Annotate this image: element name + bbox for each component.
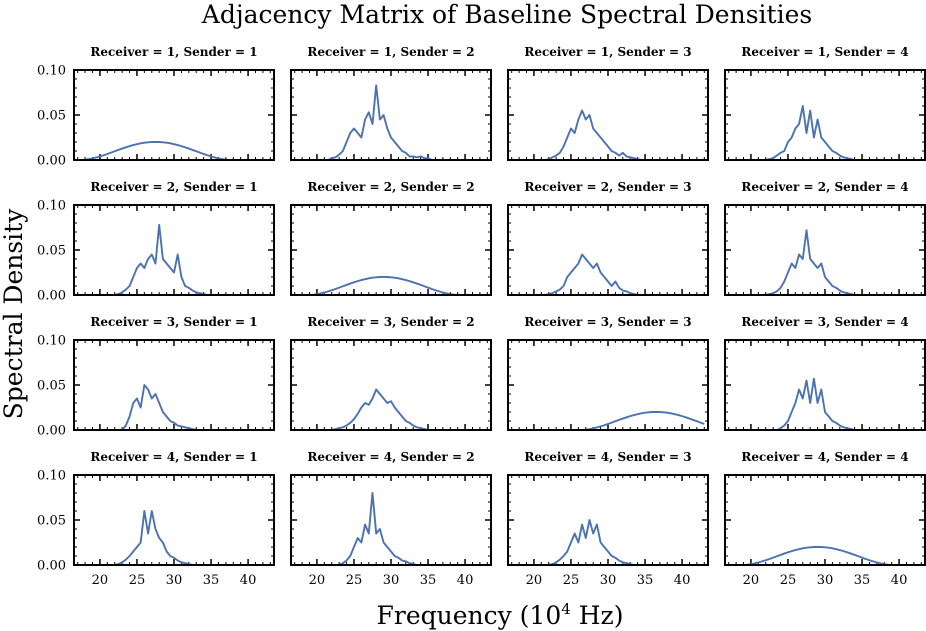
x-tick-label: 40: [891, 573, 908, 588]
panel-title: Receiver = 1, Sender = 2: [307, 45, 474, 59]
panel-frame: [724, 339, 926, 431]
x-tick-label: 30: [383, 573, 400, 588]
chart-title: Adjacency Matrix of Baseline Spectral De…: [201, 0, 812, 29]
y-tick-label: 0.10: [37, 199, 66, 214]
panel-2-1: Receiver = 2, Sender = 1 0.00 0.05 0.10: [37, 180, 275, 304]
spectral-density-line: [511, 519, 705, 566]
panel-4-4: Receiver = 4, Sender = 4 20 25 30 35 40: [724, 450, 926, 588]
panel-frame: [724, 474, 926, 566]
panel-title: Receiver = 3, Sender = 2: [307, 315, 474, 329]
panel-title: Receiver = 4, Sender = 3: [524, 450, 691, 464]
panel-frame: [507, 69, 709, 161]
x-tick-label: 30: [600, 573, 617, 588]
spectral-density-line: [77, 510, 271, 566]
panel-frame: [290, 474, 492, 566]
panel-frame: [73, 474, 275, 566]
x-tick-label: 25: [780, 573, 797, 588]
panel-4-3: Receiver = 4, Sender = 3 20 25 30 35 40: [507, 450, 709, 588]
panel-title: Receiver = 1, Sender = 4: [741, 45, 908, 59]
x-tick-label: 35: [637, 573, 654, 588]
spectral-density-line: [294, 84, 488, 161]
panel-frame: [73, 339, 275, 431]
panel-title: Receiver = 4, Sender = 1: [90, 450, 257, 464]
panel-title: Receiver = 4, Sender = 4: [741, 450, 908, 464]
y-tick-label: 0.05: [37, 379, 66, 394]
panel-title: Receiver = 2, Sender = 3: [524, 180, 691, 194]
panel-frame: [507, 204, 709, 296]
panel-3-1: Receiver = 3, Sender = 1 0.00 0.05 0.10: [37, 315, 275, 439]
x-tick-label: 25: [129, 573, 146, 588]
panel-title: Receiver = 4, Sender = 2: [307, 450, 474, 464]
x-tick-label: 20: [743, 573, 760, 588]
y-tick-label: 0.10: [37, 334, 66, 349]
panel-frame: [507, 474, 709, 566]
spectral-density-line: [511, 253, 705, 296]
panel-grid: Receiver = 1, Sender = 10.000.050.10Rece…: [37, 45, 926, 588]
panel-frame: [73, 69, 275, 161]
y-tick-label: 0.10: [37, 64, 66, 79]
y-tick-label: 0.00: [37, 424, 66, 439]
x-tick-label: 30: [166, 573, 183, 588]
panel-3-2: Receiver = 3, Sender = 2: [290, 315, 492, 431]
panel-title: Receiver = 2, Sender = 4: [741, 180, 908, 194]
x-tick-label: 40: [240, 573, 257, 588]
y-tick-label: 0.05: [37, 109, 66, 124]
y-tick-label: 0.05: [37, 244, 66, 259]
x-tick-label: 40: [457, 573, 474, 588]
x-tick-label: 40: [674, 573, 691, 588]
y-tick-label: 0.10: [37, 469, 66, 484]
panel-frame: [290, 204, 492, 296]
panel-2-2: Receiver = 2, Sender = 2: [290, 180, 492, 296]
y-tick-label: 0.00: [37, 559, 66, 574]
panel-3-4: Receiver = 3, Sender = 4: [724, 315, 926, 431]
panel-frame: [724, 69, 926, 161]
panel-2-3: Receiver = 2, Sender = 3: [507, 180, 709, 296]
panel-frame: [507, 339, 709, 431]
panel-frame: [290, 339, 492, 431]
panel-title: Receiver = 3, Sender = 1: [90, 315, 257, 329]
spectral-density-line: [511, 109, 705, 161]
panel-1-2: Receiver = 1, Sender = 2: [290, 45, 492, 161]
spectral-density-line: [728, 377, 922, 431]
panel-title: Receiver = 1, Sender = 1: [90, 45, 257, 59]
x-tick-label: 25: [346, 573, 363, 588]
spectral-density-line: [294, 492, 488, 566]
x-axis-label: Frequency (104 Hz): [377, 600, 624, 630]
spectral-density-line: [728, 229, 922, 296]
spectral-density-line: [77, 384, 271, 431]
panel-frame: [724, 204, 926, 296]
y-tick-label: 0.00: [37, 154, 66, 169]
panel-title: Receiver = 2, Sender = 1: [90, 180, 257, 194]
y-axis-label: Spectral Density: [0, 208, 28, 420]
panel-3-3: Receiver = 3, Sender = 3: [507, 315, 709, 431]
panel-4-2: Receiver = 4, Sender = 2 20 25 30 35 40: [290, 450, 492, 588]
panel-title: Receiver = 1, Sender = 3: [524, 45, 691, 59]
panel-frame: [290, 69, 492, 161]
x-tick-label: 35: [203, 573, 220, 588]
panel-title: Receiver = 3, Sender = 3: [524, 315, 691, 329]
spectral-density-line: [728, 105, 922, 161]
spectral-density-line: [294, 388, 488, 431]
x-tick-label: 35: [420, 573, 437, 588]
panel-2-4: Receiver = 2, Sender = 4: [724, 180, 926, 296]
x-tick-label: 30: [817, 573, 834, 588]
y-tick-label: 0.00: [37, 289, 66, 304]
panel-1-1: Receiver = 1, Sender = 1 0.00 0.05 0.10: [37, 45, 275, 169]
panel-1-3: Receiver = 1, Sender = 3: [507, 45, 709, 161]
panel-title: Receiver = 3, Sender = 4: [741, 315, 908, 329]
panel-4-1: Receiver = 4, Sender = 1 20 25 30 35 40 0.00 0.…: [37, 450, 275, 588]
y-tick-label: 0.05: [37, 514, 66, 529]
panel-title: Receiver = 2, Sender = 2: [307, 180, 474, 194]
x-tick-label: 20: [526, 573, 543, 588]
x-tick-label: 20: [92, 573, 109, 588]
x-tick-label: 25: [563, 573, 580, 588]
x-tick-label: 35: [854, 573, 871, 588]
panel-1-4: Receiver = 1, Sender = 4: [724, 45, 926, 161]
spectral-density-line: [77, 223, 271, 296]
x-tick-label: 20: [309, 573, 326, 588]
panel-frame: [73, 204, 275, 296]
